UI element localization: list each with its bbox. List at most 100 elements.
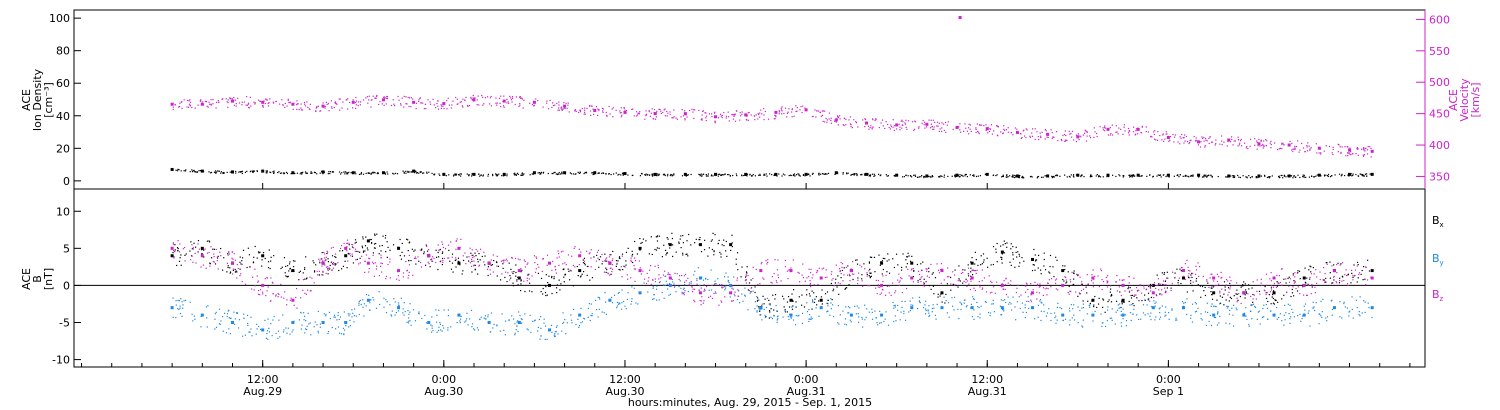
data-point-dense (365, 97, 367, 99)
data-point-dense (633, 268, 636, 270)
data-point-dense (690, 173, 692, 176)
data-point-dense (574, 110, 576, 112)
data-point-dense (819, 173, 822, 175)
data-point-dense (1305, 176, 1307, 178)
data-point-dense (506, 98, 508, 100)
data-point-dense (909, 300, 911, 302)
data-point-dense (370, 299, 372, 301)
data-point-dense (946, 312, 949, 314)
data-point-dense (697, 267, 699, 269)
data-point (344, 321, 348, 324)
data-point-dense (1214, 305, 1216, 307)
data-point-dense (1343, 174, 1346, 177)
data-point-dense (1055, 174, 1057, 177)
data-point-dense (1095, 175, 1097, 177)
data-point-dense (691, 108, 693, 110)
data-point-dense (393, 298, 395, 300)
data-point-dense (849, 319, 851, 321)
data-point-dense (845, 118, 847, 121)
data-point-dense (390, 104, 393, 107)
data-point-dense (504, 320, 507, 322)
data-point-dense (604, 253, 606, 255)
data-point-dense (1102, 299, 1105, 301)
data-point-dense (483, 251, 485, 253)
data-point-dense (484, 97, 487, 99)
data-point-dense (784, 310, 786, 312)
data-point-dense (1237, 145, 1239, 147)
data-point-dense (874, 310, 876, 312)
data-point-dense (362, 238, 364, 240)
data-point-dense (1020, 133, 1022, 135)
data-point-dense (672, 255, 674, 258)
data-point-dense (713, 283, 715, 286)
data-point-dense (350, 172, 352, 174)
data-point-dense (895, 128, 898, 130)
data-point-dense (652, 298, 654, 300)
data-point-dense (625, 251, 628, 253)
data-point-dense (369, 302, 371, 304)
data-point-dense (448, 174, 450, 176)
data-point-dense (172, 242, 174, 244)
data-point-dense (687, 277, 689, 279)
data-point-dense (583, 317, 585, 319)
data-point-dense (411, 171, 413, 173)
data-point-dense (1049, 272, 1051, 274)
data-point-dense (1291, 149, 1293, 151)
data-point-dense (699, 299, 701, 302)
data-point-dense (319, 262, 321, 264)
data-point-dense (1269, 176, 1271, 178)
data-point-dense (1127, 286, 1130, 288)
data-point-dense (483, 103, 485, 105)
data-point-dense (855, 120, 857, 123)
data-point-dense (213, 248, 215, 250)
data-point-dense (1144, 299, 1146, 301)
data-point-dense (780, 109, 782, 111)
data-point-dense (969, 124, 972, 126)
data-point-dense (324, 260, 326, 262)
data-point-dense (941, 127, 943, 129)
data-point-dense (863, 173, 866, 175)
data-point-dense (275, 294, 277, 296)
data-point-dense (591, 315, 593, 317)
data-point-dense (597, 296, 599, 299)
data-point-dense (1031, 132, 1033, 134)
data-point-dense (840, 276, 842, 279)
data-point-dense (1237, 299, 1239, 301)
data-point-dense (332, 171, 335, 173)
data-point-dense (434, 173, 436, 175)
data-point-dense (267, 338, 269, 340)
data-point-dense (572, 308, 575, 311)
data-point-dense (325, 266, 328, 268)
data-point-dense (511, 97, 514, 99)
data-point (321, 170, 325, 174)
data-point-dense (1077, 306, 1079, 308)
top-ytick-label-1: 20 (56, 142, 70, 155)
data-point-dense (489, 273, 492, 275)
data-point-dense (442, 259, 444, 262)
data-point-dense (1172, 133, 1174, 136)
data-point-dense (1259, 323, 1261, 325)
data-point-dense (1039, 300, 1041, 302)
data-point-dense (1034, 138, 1036, 141)
data-point-dense (1276, 285, 1279, 287)
data-point-dense (1012, 252, 1014, 254)
data-point-dense (619, 110, 621, 112)
data-point-dense (821, 303, 824, 305)
data-point (970, 306, 974, 310)
data-point-dense (1070, 304, 1072, 306)
data-point-dense (265, 170, 267, 172)
data-point-dense (847, 306, 850, 308)
data-point (623, 110, 627, 114)
data-point-dense (773, 174, 775, 177)
data-point-dense (194, 170, 196, 173)
data-point-dense (408, 271, 410, 274)
data-point-dense (621, 289, 623, 291)
data-point-dense (349, 101, 351, 104)
data-point-dense (616, 262, 618, 264)
data-point-dense (316, 274, 319, 276)
data-point (1181, 306, 1185, 310)
data-point-dense (1307, 142, 1309, 144)
data-point-dense (1318, 323, 1320, 325)
data-point-dense (442, 243, 444, 245)
data-point-dense (1294, 147, 1296, 149)
